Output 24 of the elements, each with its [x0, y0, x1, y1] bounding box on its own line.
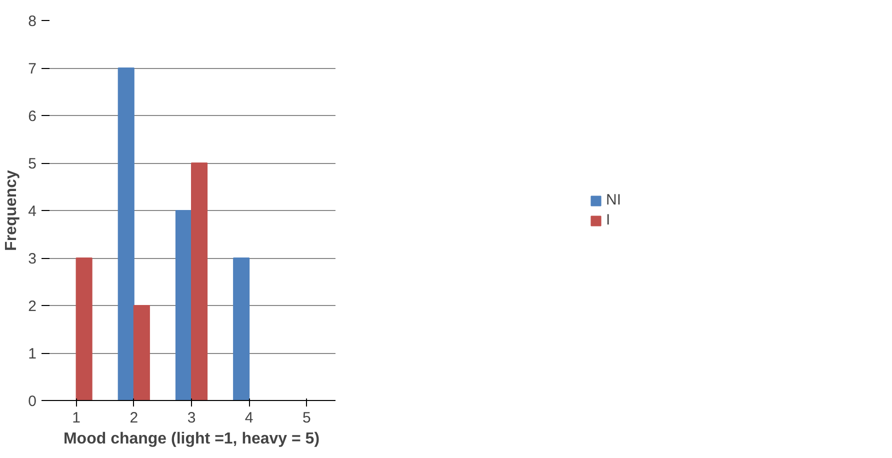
y-tick-label: 6: [28, 108, 36, 125]
y-tick-label: 5: [28, 156, 36, 172]
bar: [175, 210, 192, 400]
bar: [118, 68, 134, 400]
x-tick-label: 1: [72, 410, 80, 426]
bar: [133, 305, 150, 400]
y-tick-label: 0: [28, 393, 36, 410]
y-axis-title: Frequency: [3, 170, 20, 251]
bar: [233, 258, 250, 400]
y-tick-label: 7: [28, 60, 36, 78]
legend-label: NI: [606, 192, 622, 208]
bar: [191, 162, 208, 400]
x-tick-label: 2: [130, 410, 138, 426]
x-tick-label: 4: [244, 410, 254, 426]
y-tick-label: 2: [28, 298, 36, 315]
x-tick-label: 3: [187, 410, 196, 426]
x-tick-label: 5: [302, 410, 311, 426]
y-tick-label: 8: [28, 13, 36, 30]
y-tick-label: 3: [28, 250, 36, 268]
y-tick-label: 4: [28, 203, 36, 220]
x-axis-title: Mood change (light =1, heavy = 5): [63, 430, 320, 448]
y-tick-label: 1: [28, 346, 36, 362]
bar: [76, 258, 92, 400]
legend-label: I: [606, 212, 612, 228]
